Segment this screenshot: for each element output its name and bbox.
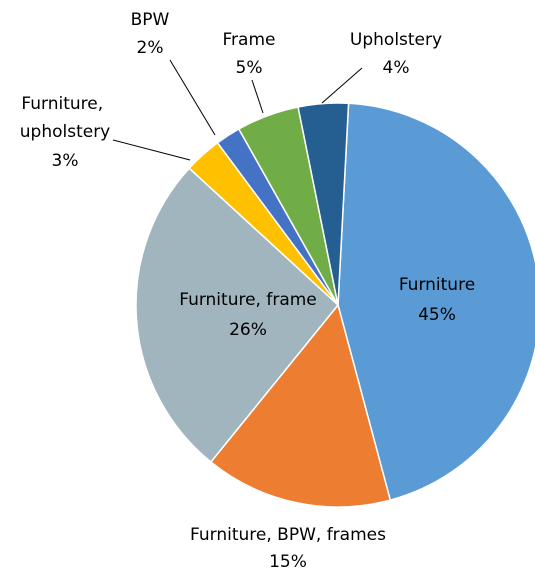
pie-slice xyxy=(135,167,340,464)
category-label: Furniture, upholstery xyxy=(20,94,111,142)
category-label: Furniture, BPW, frames xyxy=(190,525,386,545)
pie-slice xyxy=(297,102,350,306)
pie-slice xyxy=(209,303,392,508)
category-label: Frame xyxy=(223,30,276,50)
leader-line xyxy=(169,59,216,136)
value-label: 15% xyxy=(269,552,307,572)
leader-line xyxy=(112,139,191,161)
value-label: 3% xyxy=(52,151,79,171)
value-label: 26% xyxy=(229,320,267,340)
value-label: 2% xyxy=(137,38,164,58)
pie-slice xyxy=(337,102,535,502)
label-line: Furniture, xyxy=(21,94,108,114)
label-line: upholstery xyxy=(20,122,111,142)
value-label: 45% xyxy=(418,305,456,325)
leader-line xyxy=(321,67,363,104)
category-label: Furniture, frame xyxy=(179,290,317,310)
leader-line xyxy=(251,79,264,114)
value-label: 5% xyxy=(236,58,263,78)
category-label: Furniture xyxy=(399,275,475,295)
value-label: 4% xyxy=(383,58,410,78)
category-label: BPW xyxy=(131,10,170,30)
category-label: Upholstery xyxy=(350,30,442,50)
